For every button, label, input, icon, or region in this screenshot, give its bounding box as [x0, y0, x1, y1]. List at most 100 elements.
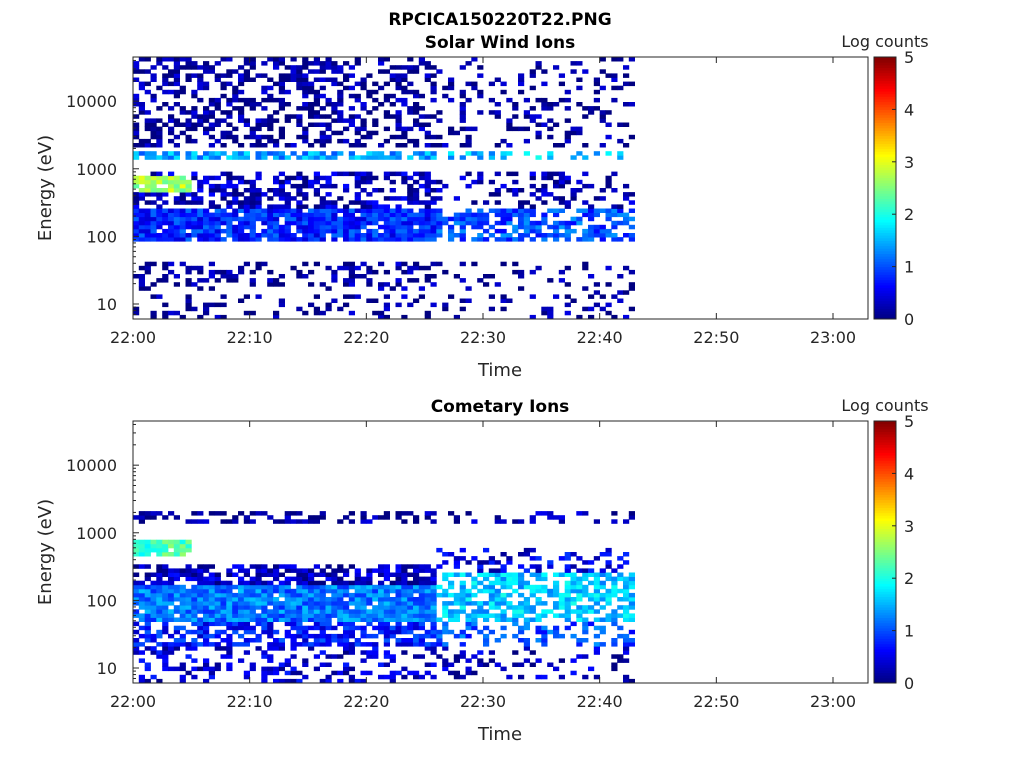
spectrogram-cell [366, 650, 373, 655]
spectrogram-cell [133, 204, 140, 209]
spectrogram-cell [243, 212, 250, 218]
spectrogram-cell [593, 580, 600, 586]
spectrogram-cell [477, 568, 484, 573]
spectrogram-cell [296, 65, 303, 70]
spectrogram-cell [448, 233, 455, 238]
spectrogram-cell [471, 224, 478, 230]
spectrogram-cell [168, 269, 175, 275]
spectrogram-cell [197, 97, 204, 103]
spectrogram-cell [197, 286, 204, 291]
spectrogram-cell [623, 638, 630, 643]
spectrogram-cell [249, 183, 256, 189]
colorbar-segment [874, 436, 896, 440]
spectrogram-cell [243, 310, 250, 316]
colorbar-segment [874, 496, 896, 501]
spectrogram-cell [448, 155, 455, 160]
spectrogram-cell [459, 592, 466, 598]
spectrogram-cell [156, 192, 163, 197]
spectrogram-cell [424, 65, 431, 70]
spectrogram-cell [144, 122, 151, 127]
spectrogram-cell [541, 212, 548, 218]
spectrogram-cell [623, 73, 630, 78]
spectrogram-cell [156, 633, 163, 639]
spectrogram-cell [343, 609, 350, 614]
spectrogram-cell [413, 122, 420, 127]
spectrogram-cell [518, 73, 525, 78]
spectrogram-cell [168, 601, 175, 606]
spectrogram-cell [529, 515, 536, 520]
colorbar-segment [874, 586, 896, 590]
spectrogram-cell [483, 228, 490, 234]
spectrogram-cell [628, 576, 635, 582]
spectrogram-cell [611, 237, 618, 242]
spectrogram-cell [284, 143, 291, 148]
spectrogram-cell [378, 57, 385, 62]
spectrogram-cell [337, 613, 344, 618]
colorbar-tick-label: 5 [904, 412, 914, 431]
spectrogram-cell [331, 228, 338, 234]
spectrogram-cell [313, 237, 320, 242]
spectrogram-cell [255, 118, 262, 123]
spectrogram-cell [179, 314, 186, 320]
colorbar-segment [874, 77, 896, 82]
spectrogram-cell [290, 654, 297, 659]
spectrogram-cell [523, 151, 530, 156]
spectrogram-cell [191, 106, 198, 111]
spectrogram-cell [308, 282, 315, 287]
spectrogram-cell [138, 188, 145, 193]
spectrogram-cell [220, 151, 227, 156]
colorbar-segment [874, 164, 896, 168]
spectrogram-cell [518, 629, 525, 635]
spectrogram-cell [273, 613, 280, 618]
spectrogram-cell [261, 155, 268, 160]
spectrogram-cell [383, 568, 390, 573]
spectrogram-cell [354, 81, 361, 87]
colorbar-segment [874, 541, 896, 545]
spectrogram-cell [197, 633, 204, 639]
spectrogram-cell [395, 97, 402, 103]
spectrogram-cell [249, 77, 256, 82]
spectrogram-cell [430, 179, 437, 185]
spectrogram-cell [255, 572, 262, 577]
spectrogram-cell [395, 580, 402, 586]
spectrogram-cell [558, 572, 565, 577]
spectrogram-cell [255, 568, 262, 573]
spectrogram-cell [331, 204, 338, 209]
spectrogram-cell [162, 597, 169, 602]
spectrogram-cell [360, 515, 367, 520]
spectrogram-cell [535, 122, 542, 127]
spectrogram-cell [191, 666, 198, 672]
spectrogram-cell [173, 200, 180, 205]
y-axis-label-cometary: Energy (eV) [35, 499, 56, 605]
spectrogram-cell [162, 216, 169, 222]
spectrogram-cell [319, 183, 326, 189]
spectrogram-cell [424, 642, 431, 647]
spectrogram-cell [488, 613, 495, 618]
spectrogram-cell [593, 97, 600, 103]
spectrogram-cell [331, 224, 338, 230]
spectrogram-cell [413, 106, 420, 111]
spectrogram-cell [173, 175, 180, 181]
spectrogram-cell [553, 613, 560, 618]
spectrogram-cell [576, 617, 583, 622]
spectrogram-cell [325, 216, 332, 222]
spectrogram-cell [413, 69, 420, 74]
spectrogram-cell [535, 674, 542, 680]
colorbar-segment [874, 104, 896, 108]
spectrogram-cell [173, 220, 180, 226]
spectrogram-cell [488, 605, 495, 610]
spectrogram-cell [617, 57, 624, 62]
spectrogram-cell [343, 638, 350, 643]
spectrogram-cell [378, 143, 385, 148]
spectrogram-cell [413, 580, 420, 586]
spectrogram-cell [576, 556, 583, 561]
spectrogram-cell [203, 220, 210, 226]
spectrogram-cell [354, 192, 361, 197]
spectrogram-cell [430, 642, 437, 647]
spectrogram-cell [599, 118, 606, 123]
spectrogram-cell [278, 102, 285, 107]
spectrogram-cell [407, 588, 414, 594]
spectrogram-cell [512, 208, 519, 213]
spectrogram-cell [319, 220, 326, 226]
